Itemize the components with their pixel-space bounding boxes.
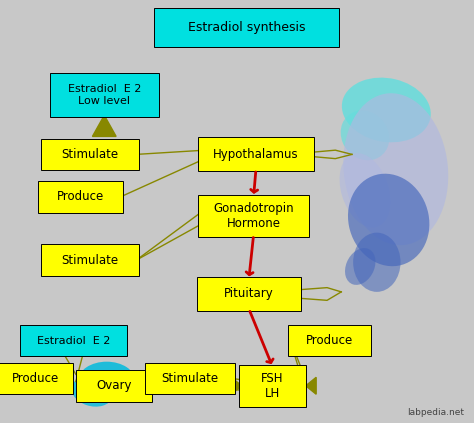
FancyBboxPatch shape — [145, 363, 235, 394]
Ellipse shape — [78, 362, 135, 400]
Text: Ovary: Ovary — [96, 379, 131, 392]
Ellipse shape — [339, 153, 391, 228]
Ellipse shape — [342, 77, 431, 143]
FancyBboxPatch shape — [198, 195, 309, 237]
Polygon shape — [200, 145, 212, 164]
Text: Stimulate: Stimulate — [62, 148, 118, 161]
Ellipse shape — [341, 110, 389, 160]
Text: Estradiol synthesis: Estradiol synthesis — [188, 21, 305, 34]
FancyBboxPatch shape — [197, 277, 301, 311]
Polygon shape — [200, 206, 212, 225]
FancyBboxPatch shape — [154, 8, 339, 47]
Text: Produce: Produce — [12, 372, 59, 385]
FancyBboxPatch shape — [0, 363, 73, 394]
Text: Estradiol  E 2
Low level: Estradiol E 2 Low level — [68, 84, 141, 106]
FancyBboxPatch shape — [41, 244, 138, 276]
FancyBboxPatch shape — [288, 325, 371, 356]
Text: Hypothalamus: Hypothalamus — [213, 148, 299, 161]
Polygon shape — [92, 115, 116, 136]
FancyBboxPatch shape — [239, 365, 306, 407]
FancyBboxPatch shape — [41, 139, 138, 170]
Ellipse shape — [72, 376, 113, 407]
Ellipse shape — [348, 174, 429, 266]
Ellipse shape — [345, 248, 375, 285]
Ellipse shape — [103, 371, 144, 403]
FancyBboxPatch shape — [50, 73, 159, 117]
Text: FSH
LH: FSH LH — [261, 372, 284, 400]
FancyBboxPatch shape — [20, 325, 127, 356]
Polygon shape — [231, 377, 242, 394]
FancyBboxPatch shape — [38, 181, 123, 212]
Ellipse shape — [343, 93, 448, 245]
Polygon shape — [306, 377, 316, 394]
Text: Stimulate: Stimulate — [62, 254, 118, 266]
Text: Stimulate: Stimulate — [161, 372, 218, 385]
Text: Gonadotropin
Hormone: Gonadotropin Hormone — [213, 202, 294, 230]
FancyBboxPatch shape — [76, 370, 152, 402]
Ellipse shape — [353, 233, 401, 292]
Text: Produce: Produce — [306, 334, 353, 347]
Text: Pituitary: Pituitary — [224, 288, 273, 300]
FancyBboxPatch shape — [198, 137, 314, 171]
Text: labpedia.net: labpedia.net — [408, 408, 465, 417]
Text: Produce: Produce — [57, 190, 104, 203]
Text: Estradiol  E 2: Estradiol E 2 — [37, 335, 110, 346]
